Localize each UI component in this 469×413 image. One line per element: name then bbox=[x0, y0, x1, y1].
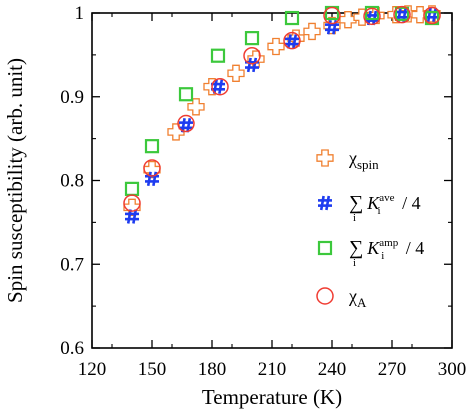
data-point bbox=[124, 181, 140, 196]
data-point bbox=[285, 34, 299, 49]
series-hash bbox=[125, 7, 439, 224]
y-tick-label: 0.9 bbox=[60, 87, 84, 108]
x-tick-label: 300 bbox=[438, 359, 467, 380]
data-point bbox=[187, 98, 205, 116]
legend-label: ∑ Kamp i / 4 bbox=[349, 237, 424, 262]
x-tick-label: 270 bbox=[378, 359, 407, 380]
x-tick-label: 240 bbox=[318, 359, 347, 380]
series-circle bbox=[123, 5, 441, 212]
legend-marker bbox=[316, 149, 334, 167]
data-point bbox=[244, 31, 260, 46]
data-point bbox=[411, 6, 429, 24]
legend-label: χspin bbox=[348, 148, 379, 172]
data-point bbox=[364, 5, 380, 21]
x-tick-label: 180 bbox=[198, 359, 227, 380]
legend-sum-index: i bbox=[353, 257, 356, 269]
y-tick-label: 0.8 bbox=[60, 171, 84, 192]
tick-labels: 120 150 180 210 240 270 300 0.6 0.7 0.8 0.9 1 bbox=[60, 3, 466, 380]
x-axis-title: Temperature (K) bbox=[202, 385, 342, 409]
legend-item: χA bbox=[316, 286, 367, 310]
data-point bbox=[123, 194, 141, 212]
data-point bbox=[284, 10, 300, 26]
data-point bbox=[227, 64, 245, 82]
legend-sum-index: i bbox=[353, 212, 356, 224]
data-point bbox=[303, 22, 321, 41]
data-point bbox=[179, 118, 193, 133]
legend-marker bbox=[317, 240, 333, 256]
legend-label: ∑ Kave i / 4 bbox=[349, 192, 421, 217]
x-tick-label: 120 bbox=[78, 359, 107, 380]
legend-marker bbox=[316, 287, 334, 305]
x-tick-label: 210 bbox=[258, 359, 287, 380]
data-point bbox=[323, 6, 341, 25]
x-tick-label: 150 bbox=[138, 359, 167, 380]
y-tick-label: 0.6 bbox=[60, 338, 84, 359]
data-point bbox=[177, 114, 195, 133]
legend-label: χA bbox=[348, 286, 367, 310]
y-tick-label: 0.7 bbox=[60, 254, 84, 275]
data-point bbox=[143, 159, 161, 177]
data-point bbox=[423, 6, 441, 25]
data-point bbox=[283, 31, 301, 50]
series-square bbox=[124, 5, 440, 196]
data-point bbox=[363, 7, 381, 26]
data-marks bbox=[123, 5, 441, 224]
data-point bbox=[394, 6, 410, 21]
series-plus bbox=[123, 5, 441, 216]
y-axis-title: Spin susceptibility (arb. unit) bbox=[3, 58, 27, 303]
legend-item: χspin bbox=[316, 148, 379, 172]
data-point bbox=[243, 46, 261, 65]
data-point bbox=[211, 79, 225, 94]
legend-item: ∑ Kave i / 4i bbox=[318, 192, 421, 224]
legend-item: ∑ Kamp i / 4i bbox=[317, 237, 424, 269]
data-point bbox=[144, 139, 160, 154]
data-point bbox=[125, 209, 139, 224]
data-point bbox=[211, 77, 229, 96]
data-point bbox=[210, 48, 226, 63]
data-point bbox=[178, 87, 194, 102]
data-point bbox=[393, 5, 411, 24]
y-tick-label: 1 bbox=[75, 3, 85, 24]
data-point bbox=[267, 37, 285, 56]
legend-marker bbox=[318, 195, 332, 211]
